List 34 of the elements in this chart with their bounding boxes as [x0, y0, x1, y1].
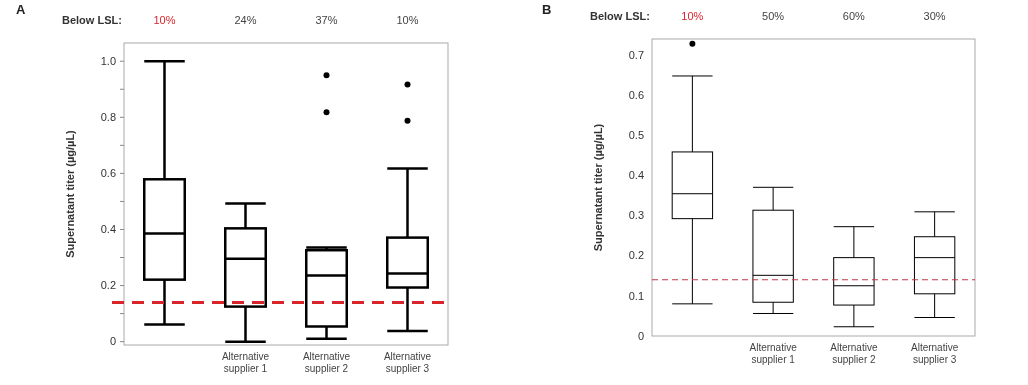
text: 60%: [842, 10, 866, 22]
text: 24%: [234, 14, 257, 26]
y-axis-title: Supernatant titer (µg/µL): [64, 129, 76, 258]
x-tick-label: Alternative supplier 1: [749, 342, 798, 365]
y-tick-label: 0.2: [100, 279, 116, 292]
y-tick-label: 0.2: [628, 249, 644, 262]
y-tick-label: 0.5: [628, 128, 644, 141]
x-tick-label: Alternative supplier 1: [221, 351, 270, 374]
y-tick-label: 0.4: [100, 223, 116, 236]
x-tick-label: Alternative supplier 2: [302, 351, 351, 374]
y-tick-label: 0.1: [628, 289, 644, 302]
text: 30%: [923, 10, 946, 22]
text: 37%: [315, 14, 338, 26]
chart-title: A: [16, 2, 26, 17]
x-tick-label: Alternative supplier 3: [911, 342, 959, 365]
y-tick-label: 1.0: [100, 55, 116, 68]
y-tick-label: 0.6: [628, 88, 644, 101]
y-tick-label: 0.7: [628, 48, 644, 61]
text: B: [542, 2, 552, 17]
y-tick-label: 0.4: [628, 169, 644, 182]
x-tick-label: Alternative supplier 2: [830, 342, 878, 365]
y-tick-label: 0: [109, 335, 116, 348]
text: 10%: [681, 10, 704, 22]
y-tick-label: 0.6: [100, 167, 116, 180]
text: Below LSL:: [62, 14, 122, 26]
text: Below LSL:: [590, 10, 650, 22]
y-tick-label: 0: [637, 329, 644, 342]
y-tick-label: 0.8: [100, 111, 116, 124]
x-tick-label: Alternative supplier 3: [383, 351, 432, 374]
y-tick-label: 0.3: [628, 209, 644, 222]
text: 10%: [396, 14, 419, 26]
y-axis-title: Supernatant titer (µg/µL): [592, 123, 604, 252]
text: 50%: [762, 10, 785, 22]
text: 10%: [153, 14, 176, 26]
